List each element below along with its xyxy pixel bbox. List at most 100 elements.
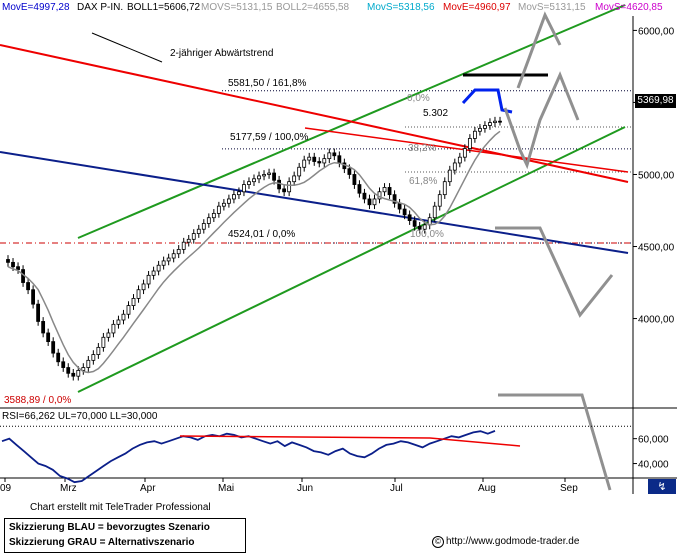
- candle-body: [121, 313, 126, 321]
- header-item: BOLL2=4655,58: [276, 2, 350, 13]
- candle-body: [86, 359, 91, 368]
- chart-credit: Chart erstellt mit TeleTrader Profession…: [30, 502, 211, 513]
- candle-body: [242, 184, 246, 193]
- candle-body: [302, 159, 307, 168]
- annotation-leader: [91, 32, 163, 63]
- candle-body: [447, 169, 452, 183]
- candle-body: [277, 179, 282, 190]
- chart-annotation: 2-jähriger Abwärtstrend: [170, 48, 273, 59]
- indicator-header: MovE=4997,28 DAX P-IN. BOLL1=5606,72 MOV…: [0, 0, 677, 16]
- candle-body: [493, 120, 497, 124]
- candle-body: [317, 161, 322, 164]
- candle-body: [171, 253, 176, 259]
- candle-body: [166, 257, 171, 262]
- candle-body: [462, 148, 467, 158]
- candle-body: [232, 194, 236, 200]
- candle-body: [352, 174, 357, 185]
- candle-body: [41, 321, 46, 334]
- chart-toggle-icon[interactable]: ↯: [648, 479, 676, 494]
- x-tick-label: Mai: [218, 483, 234, 494]
- candle-body: [357, 184, 362, 194]
- candle-body: [196, 228, 201, 234]
- candle-body: [141, 283, 146, 291]
- candle-body: [191, 233, 196, 240]
- candle-body: [26, 282, 30, 291]
- candle-body: [272, 172, 276, 181]
- candle-body: [387, 187, 392, 196]
- candle-body: [11, 261, 15, 268]
- y-tick-label: 6000,00: [638, 26, 675, 37]
- gray-scenario-crash: [498, 393, 612, 491]
- candle-body: [257, 175, 261, 180]
- candle-body: [437, 194, 442, 207]
- candle-body: [16, 266, 20, 270]
- candle-body: [252, 178, 256, 183]
- candle-body: [31, 289, 36, 305]
- candle-body: [181, 241, 186, 250]
- x-tick-label: 09: [0, 483, 12, 494]
- candle-body: [397, 202, 402, 210]
- x-tick-label: Jul: [390, 483, 403, 494]
- candle-body: [136, 289, 141, 299]
- y-tick-label: 5000,00: [638, 170, 675, 181]
- last-price-tag: 5369,98: [635, 94, 676, 108]
- candle-body: [116, 319, 121, 325]
- website-link[interactable]: http://www.godmode-trader.de: [446, 536, 580, 547]
- candle-body: [292, 175, 297, 183]
- chart-annotation: 3588,89 / 0,0%: [4, 395, 71, 406]
- candle-body: [161, 260, 166, 266]
- candle-body: [91, 354, 96, 361]
- x-tick-label: Sep: [560, 483, 578, 494]
- gray-scenario-upper: [503, 71, 580, 170]
- rsi-header: RSI=66,262 UL=70,000 LL=30,000: [2, 411, 158, 422]
- candle-body: [422, 224, 427, 230]
- candle-body: [126, 305, 131, 315]
- candle-body: [96, 346, 101, 355]
- x-tick-label: Apr: [140, 483, 156, 494]
- rsi-y-tick-label: 60,000: [638, 435, 669, 446]
- header-item: DAX P-IN.: [77, 2, 124, 13]
- chart-annotation: 5.302: [423, 108, 448, 119]
- candle-body: [442, 181, 447, 196]
- candle-body: [76, 370, 81, 377]
- scenario-legend: Skizzierung BLAU = bevorzugtes Szenario …: [4, 518, 246, 553]
- candle-body: [216, 205, 221, 214]
- chart-annotation: 5177,59 / 100,0%: [230, 132, 309, 143]
- candle-body: [46, 332, 51, 343]
- header-item: MovS=5131,15: [518, 2, 586, 13]
- chart-annotation: 5581,50 / 161,8%: [228, 78, 307, 89]
- candle-body: [472, 130, 477, 139]
- candle-body: [367, 198, 372, 206]
- y-tick-label: 4000,00: [638, 315, 675, 326]
- candle-body: [66, 367, 71, 374]
- candle-body: [176, 248, 181, 255]
- header-item: MovS=4620,85: [595, 2, 663, 13]
- candle-body: [327, 152, 332, 160]
- chart-annotation: 4524,01 / 0,0%: [228, 229, 295, 240]
- candle-body: [483, 125, 487, 129]
- header-item: MovE=4997,28: [2, 2, 70, 13]
- candle-body: [312, 156, 317, 162]
- lower-channel-line: [77, 126, 626, 393]
- candle-body: [151, 270, 156, 276]
- chart-annotation: 38,2%: [408, 143, 436, 154]
- copyright-icon: ©: [432, 536, 444, 548]
- candle-body: [51, 341, 56, 354]
- candle-body: [287, 181, 292, 193]
- x-tick-label: Mrz: [60, 483, 77, 494]
- candle-body: [362, 192, 367, 200]
- header-item: BOLL1=5606,72: [127, 2, 201, 13]
- candle-body: [417, 225, 422, 230]
- candle-body: [402, 208, 407, 216]
- candle-body: [392, 194, 397, 204]
- candle-body: [347, 168, 352, 175]
- candle-body: [452, 162, 457, 171]
- x-tick-label: Aug: [478, 483, 496, 494]
- candle-body: [432, 205, 437, 219]
- candle-body: [201, 223, 206, 230]
- candle-body: [372, 198, 377, 206]
- downtrend-line-navy: [0, 151, 629, 254]
- candle-body: [457, 156, 462, 164]
- candle-body: [36, 303, 41, 322]
